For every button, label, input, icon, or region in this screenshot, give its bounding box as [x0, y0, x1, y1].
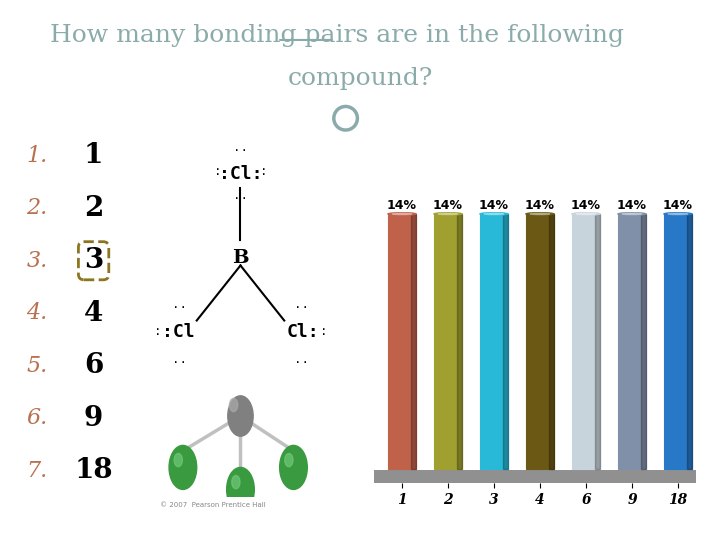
Ellipse shape [572, 213, 600, 215]
Bar [480, 214, 508, 469]
Text: How many bonding pairs are in the following: How many bonding pairs are in the follow… [50, 24, 624, 47]
Ellipse shape [526, 213, 554, 215]
Bar [618, 214, 647, 469]
Text: :Cl:: :Cl: [219, 165, 262, 183]
Text: 2.: 2. [26, 197, 48, 219]
Bar [664, 214, 692, 469]
Text: 14%: 14% [663, 199, 693, 212]
Ellipse shape [392, 213, 412, 214]
Text: © 2007  Pearson Prentice Hall: © 2007 Pearson Prentice Hall [160, 502, 266, 508]
Text: 14%: 14% [433, 199, 463, 212]
Text: 14%: 14% [525, 199, 555, 212]
Text: 9: 9 [84, 404, 103, 431]
Text: 7.: 7. [26, 460, 48, 482]
Ellipse shape [388, 213, 416, 215]
Polygon shape [641, 214, 647, 469]
Ellipse shape [484, 213, 504, 214]
Text: How many bonding pairs are in the following: How many bonding pairs are in the follow… [50, 24, 624, 47]
Text: 14%: 14% [571, 199, 601, 212]
Ellipse shape [480, 213, 508, 215]
Text: Cl:: Cl: [287, 322, 319, 341]
Bar [388, 214, 416, 469]
Bar [433, 214, 462, 469]
Polygon shape [503, 214, 508, 469]
Ellipse shape [668, 213, 688, 214]
Ellipse shape [576, 213, 596, 214]
Bar [526, 214, 554, 469]
Text: 6.: 6. [26, 407, 48, 429]
Bar [572, 214, 600, 469]
Text: :: : [154, 325, 161, 338]
Circle shape [284, 454, 293, 467]
Text: :Cl: :Cl [162, 322, 194, 341]
Text: 18: 18 [74, 457, 113, 484]
Text: ..: .. [294, 298, 309, 310]
Text: ..: .. [294, 353, 309, 366]
Circle shape [228, 396, 253, 436]
Text: 14%: 14% [479, 199, 509, 212]
Text: ..: .. [233, 189, 248, 202]
Text: compound?: compound? [287, 67, 433, 90]
Polygon shape [595, 214, 600, 469]
Text: 6: 6 [84, 352, 103, 379]
Text: 3.: 3. [26, 249, 48, 272]
Ellipse shape [618, 213, 647, 215]
Text: 14%: 14% [617, 199, 647, 212]
Ellipse shape [433, 213, 462, 215]
Ellipse shape [530, 213, 550, 214]
Polygon shape [549, 214, 554, 469]
Circle shape [279, 446, 307, 489]
Ellipse shape [622, 213, 642, 214]
Text: 4.: 4. [26, 302, 48, 324]
Text: 14%: 14% [387, 199, 417, 212]
Polygon shape [687, 214, 692, 469]
Circle shape [232, 476, 240, 489]
Text: 1: 1 [84, 143, 103, 170]
Text: 5.: 5. [26, 355, 48, 377]
Text: :: : [260, 165, 267, 178]
Text: ..: .. [172, 353, 187, 366]
Polygon shape [457, 214, 462, 469]
FancyBboxPatch shape [374, 470, 696, 483]
Text: 1.: 1. [26, 145, 48, 167]
Text: 4: 4 [84, 300, 103, 327]
Text: 2: 2 [84, 195, 103, 222]
Circle shape [227, 468, 254, 511]
Text: :: : [320, 325, 327, 338]
Polygon shape [411, 214, 416, 469]
Circle shape [174, 454, 182, 467]
Text: B: B [232, 249, 249, 267]
Text: 3: 3 [84, 247, 103, 274]
Ellipse shape [438, 213, 458, 214]
Text: ..: .. [233, 141, 248, 154]
Circle shape [230, 399, 238, 411]
Ellipse shape [664, 213, 692, 215]
Circle shape [169, 446, 197, 489]
Text: :: : [214, 165, 221, 178]
Text: ..: .. [172, 298, 187, 310]
